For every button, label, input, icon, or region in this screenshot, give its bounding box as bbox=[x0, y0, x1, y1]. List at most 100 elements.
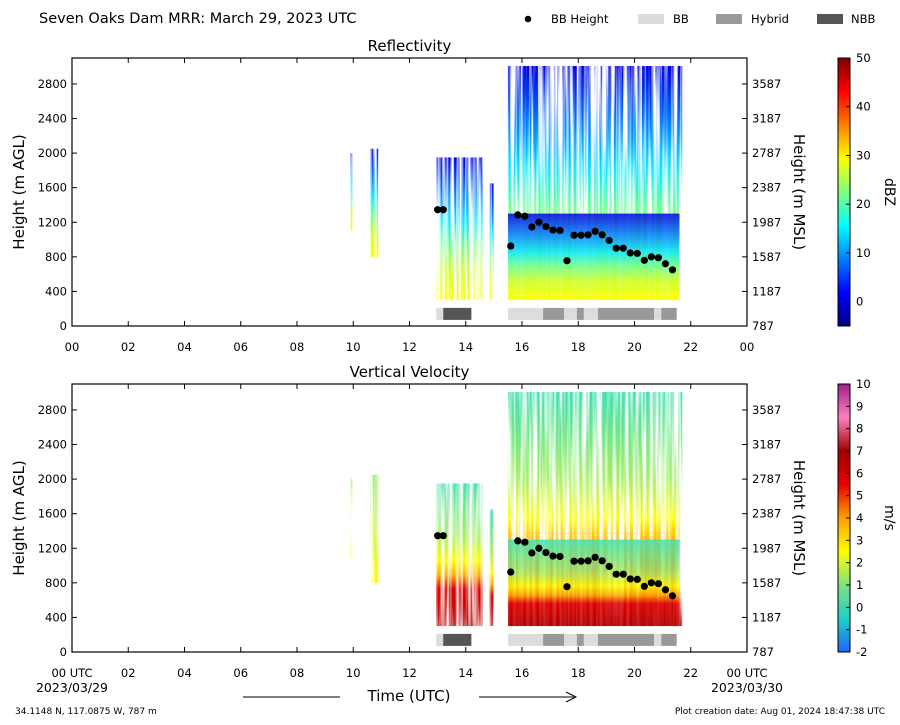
creation-date-label: Plot creation date: Aug 01, 2024 18:47:3… bbox=[675, 707, 885, 717]
echo-region bbox=[350, 153, 353, 231]
bb-height-point bbox=[514, 537, 522, 545]
bb-height-point bbox=[661, 586, 670, 594]
header-legend: BB Height BB Hybrid NBB bbox=[524, 12, 875, 26]
x-tick-label: 02 bbox=[121, 340, 136, 354]
echo-region bbox=[370, 148, 379, 257]
legend-swatch bbox=[817, 14, 843, 24]
x-tick-label: 22 bbox=[683, 340, 698, 354]
y-tick-label-right: 3587 bbox=[752, 403, 781, 417]
bb-height-point bbox=[619, 244, 627, 252]
bb-height-point bbox=[439, 206, 447, 214]
bb-height-point bbox=[619, 570, 627, 578]
y-tick-label-right: 1987 bbox=[752, 541, 781, 555]
band-type-segment bbox=[576, 307, 584, 320]
bb-height-point bbox=[535, 544, 543, 552]
x-tick-label: 04 bbox=[177, 666, 192, 680]
x-tick-label: 00 UTC bbox=[726, 666, 767, 680]
bb-height-point bbox=[521, 538, 529, 546]
colorbar-tick-label: -1 bbox=[856, 623, 867, 637]
bb-height-point bbox=[507, 242, 515, 250]
y-axis-label: Height (m AGL) bbox=[10, 460, 28, 575]
bb-height-point bbox=[640, 582, 648, 590]
end-date-label: 2023/03/30 bbox=[711, 680, 783, 695]
bb-height-point bbox=[661, 260, 670, 268]
y-tick-label-right: 2787 bbox=[752, 146, 781, 160]
legend-marker bbox=[524, 15, 532, 23]
x-tick-label: 12 bbox=[402, 666, 417, 680]
legend-label: Hybrid bbox=[751, 12, 789, 26]
bb-height-point bbox=[556, 226, 564, 235]
y-tick-label-right: 3587 bbox=[752, 77, 781, 91]
bb-height-point bbox=[434, 206, 442, 214]
colorbar-tick-label: 0 bbox=[856, 295, 863, 309]
band-type-segment bbox=[576, 633, 584, 646]
colorbar-tick-label: 2 bbox=[856, 556, 863, 570]
colorbar-label: m/s bbox=[881, 505, 897, 531]
bb-height-point bbox=[647, 253, 655, 261]
bb-height-point bbox=[514, 211, 522, 219]
bb-height-point bbox=[577, 557, 585, 565]
band-type-segment bbox=[654, 633, 662, 646]
band-type-segment bbox=[443, 307, 472, 320]
colorbar-tick-label: 40 bbox=[856, 100, 871, 114]
x-tick-label: 00 UTC bbox=[51, 666, 92, 680]
x-tick-label: 14 bbox=[458, 340, 473, 354]
y-axis-label: Height (m AGL) bbox=[10, 134, 28, 249]
y-tick-label: 400 bbox=[45, 610, 67, 624]
y-tick-label: 2000 bbox=[38, 472, 67, 486]
bb-height-point bbox=[528, 223, 536, 231]
y-axis-label-right: Height (m MSL) bbox=[790, 460, 808, 576]
echo-region bbox=[370, 474, 379, 583]
x-tick-label: 06 bbox=[233, 340, 248, 354]
y-tick-label: 1200 bbox=[38, 215, 67, 229]
bb-height-point bbox=[605, 236, 613, 245]
y-tick-label: 400 bbox=[45, 284, 67, 298]
bb-height-point bbox=[626, 249, 634, 257]
y-tick-label: 2000 bbox=[38, 146, 67, 160]
legend-item-bb: BB bbox=[638, 12, 689, 26]
echo-region bbox=[436, 157, 483, 301]
y-tick-label-right: 787 bbox=[752, 645, 774, 659]
bb-height-point bbox=[542, 548, 550, 557]
bb-height-point bbox=[584, 557, 592, 565]
colorbar-tick-label: 10 bbox=[856, 246, 871, 260]
band-type-segment bbox=[443, 633, 472, 646]
band-type-segment bbox=[564, 633, 577, 646]
echo-region bbox=[489, 509, 494, 627]
colorbar-tick-label: -2 bbox=[856, 645, 867, 659]
bb-height-point bbox=[598, 231, 606, 239]
x-tick-label: 10 bbox=[346, 666, 361, 680]
bb-height-point bbox=[654, 580, 663, 588]
x-tick-label: 10 bbox=[346, 340, 361, 354]
bb-height-point bbox=[563, 257, 571, 265]
band-type-segment bbox=[436, 633, 444, 646]
heatmap-field bbox=[350, 66, 683, 301]
y-tick-label: 800 bbox=[45, 250, 67, 264]
y-tick-label-right: 2787 bbox=[752, 472, 781, 486]
colorbar-tick-label: 9 bbox=[856, 399, 863, 413]
colorbar-tick-label: 50 bbox=[856, 51, 871, 65]
x-tick-label: 08 bbox=[290, 340, 305, 354]
bb-height-point bbox=[633, 575, 641, 583]
panel-title: Vertical Velocity bbox=[350, 363, 470, 381]
band-type-segment bbox=[661, 307, 677, 320]
y-tick-label: 1600 bbox=[38, 181, 67, 195]
x-tick-label: 00 bbox=[740, 340, 755, 354]
y-tick-label-right: 3187 bbox=[752, 438, 781, 452]
colorbar-tick-label: 3 bbox=[856, 533, 863, 547]
colorbar-tick-label: 8 bbox=[856, 422, 863, 436]
bb-height-point bbox=[626, 575, 634, 583]
bb-height-point bbox=[612, 570, 620, 578]
y-tick-label-right: 1987 bbox=[752, 215, 781, 229]
y-tick-label: 800 bbox=[45, 576, 67, 590]
x-tick-label: 16 bbox=[515, 666, 530, 680]
bb-height-point bbox=[563, 583, 571, 591]
legend-item-hybrid: Hybrid bbox=[716, 12, 789, 26]
x-axis-label: Time (UTC) bbox=[367, 687, 451, 705]
band-type-segment bbox=[661, 633, 677, 646]
bb-height-point bbox=[654, 254, 663, 262]
bb-height-point bbox=[633, 249, 641, 257]
band-type-segment bbox=[543, 633, 565, 646]
